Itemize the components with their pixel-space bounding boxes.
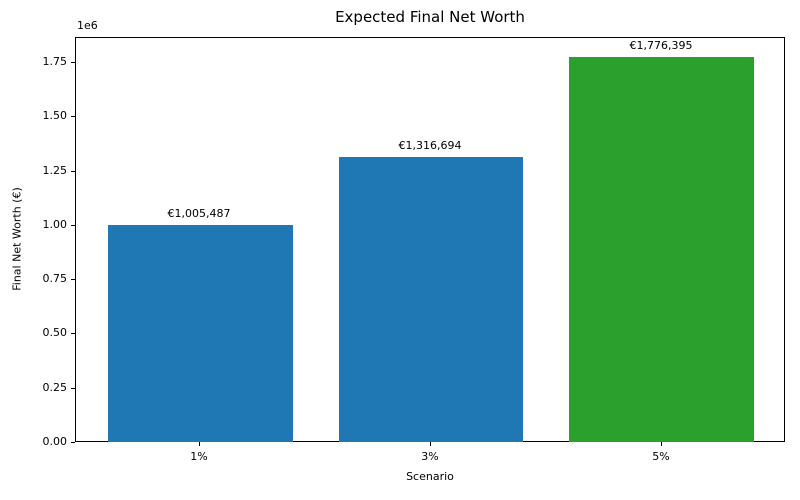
x-axis-label: Scenario bbox=[406, 470, 454, 483]
y-tick-mark bbox=[71, 116, 75, 117]
bar-1% bbox=[108, 224, 293, 442]
y-tick-label: 0.00 bbox=[42, 435, 68, 448]
y-tick-label: 0.25 bbox=[42, 381, 68, 394]
y-tick-label: 1.25 bbox=[42, 164, 68, 177]
y-tick-label: 0.75 bbox=[42, 272, 68, 285]
y-tick-mark bbox=[71, 279, 75, 280]
x-tick-mark bbox=[661, 442, 662, 446]
y-tick-label: 0.50 bbox=[42, 326, 68, 339]
y-tick-mark bbox=[71, 333, 75, 334]
y-tick-mark bbox=[71, 225, 75, 226]
x-tick-label: 5% bbox=[652, 450, 670, 463]
y-tick-label: 1.50 bbox=[42, 109, 68, 122]
y-tick-mark bbox=[71, 442, 75, 443]
bar-3% bbox=[338, 157, 524, 442]
bar-5% bbox=[569, 57, 754, 442]
y-tick-label: 1.00 bbox=[42, 218, 68, 231]
chart-title: Expected Final Net Worth bbox=[335, 8, 525, 26]
y-axis-offset-label: 1e6 bbox=[77, 19, 98, 32]
x-tick-label: 1% bbox=[190, 450, 208, 463]
y-tick-mark bbox=[71, 171, 75, 172]
y-tick-mark bbox=[71, 62, 75, 63]
bar-value-label: €1,776,395 bbox=[629, 39, 693, 52]
bar-value-label: €1,316,694 bbox=[398, 139, 462, 152]
x-tick-mark bbox=[199, 442, 200, 446]
y-tick-label: 1.75 bbox=[42, 55, 68, 68]
x-tick-mark bbox=[430, 442, 431, 446]
y-tick-mark bbox=[71, 388, 75, 389]
plot-area bbox=[75, 37, 785, 442]
x-tick-label: 3% bbox=[421, 450, 439, 463]
bar-value-label: €1,005,487 bbox=[167, 207, 231, 220]
